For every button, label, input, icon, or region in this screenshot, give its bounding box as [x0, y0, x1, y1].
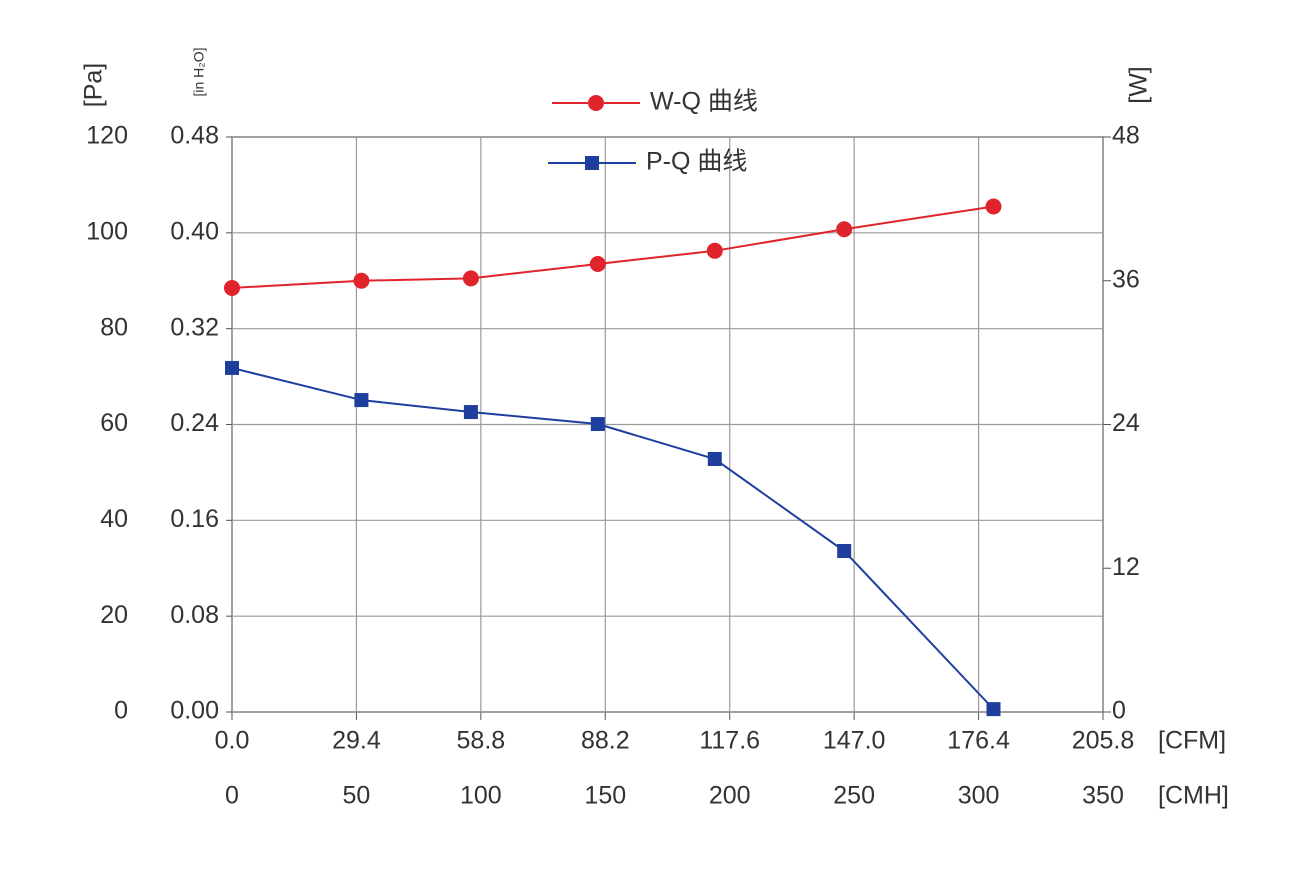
- x-axis-label: [CMH]: [1158, 782, 1229, 810]
- y-tick-label: 120: [86, 122, 128, 150]
- marker: [463, 405, 478, 420]
- y2-tick-label: 48: [1112, 122, 1140, 150]
- y2-tick-label: 0: [1112, 697, 1126, 725]
- x2-tick-label: 29.4: [332, 727, 381, 755]
- x-tick-label: 50: [343, 782, 371, 810]
- x2-axis-label: [CFM]: [1158, 727, 1226, 755]
- marker: [707, 452, 722, 466]
- marker: [224, 279, 240, 296]
- marker: [589, 255, 606, 272]
- y2-axis-label: [W]: [1125, 66, 1153, 104]
- marker: [836, 221, 853, 238]
- y3-tick-label: 0.00: [170, 697, 219, 725]
- series-line: [231, 205, 994, 289]
- y3-tick-label: 0.40: [170, 217, 219, 245]
- y3-tick-label: 0.32: [170, 313, 219, 341]
- legend-marker: [588, 95, 604, 111]
- x-tick-label: 250: [833, 782, 875, 810]
- x2-tick-label: 117.6: [699, 727, 760, 755]
- x2-tick-label: 88.2: [581, 727, 630, 755]
- legend-label: P-Q 曲线: [646, 148, 747, 176]
- x-tick-label: 150: [584, 782, 626, 810]
- y3-tick-label: 0.48: [170, 122, 219, 150]
- marker: [986, 702, 1001, 717]
- marker: [354, 393, 369, 408]
- x2-tick-label: 58.8: [457, 727, 506, 755]
- y2-tick-label: 24: [1112, 409, 1140, 437]
- y-axis-label: [Pa]: [80, 63, 108, 107]
- x2-tick-label: 0.0: [215, 727, 250, 755]
- legend-marker: [585, 156, 599, 170]
- x2-tick-label: 147.0: [823, 727, 886, 755]
- x-tick-label: 0: [225, 782, 239, 810]
- marker: [462, 270, 479, 287]
- y3-tick-label: 0.16: [170, 505, 219, 533]
- y-tick-label: 100: [86, 217, 128, 245]
- marker: [706, 242, 723, 259]
- x-tick-label: 300: [958, 782, 1000, 810]
- y2-tick-label: 12: [1112, 553, 1140, 581]
- x2-tick-label: 205.8: [1072, 727, 1135, 755]
- x-tick-label: 200: [709, 782, 751, 810]
- y-tick-label: 40: [100, 505, 128, 533]
- y-tick-label: 60: [100, 409, 128, 437]
- marker: [837, 544, 852, 558]
- y3-axis-label: [in H₂O]: [191, 48, 207, 97]
- y-tick-label: 0: [114, 697, 128, 725]
- x-tick-label: 350: [1082, 782, 1124, 810]
- y3-tick-label: 0.08: [170, 601, 219, 629]
- marker: [225, 360, 239, 375]
- marker: [590, 417, 605, 432]
- y3-tick-label: 0.24: [170, 409, 219, 437]
- y-tick-label: 20: [100, 601, 128, 629]
- x-tick-label: 100: [460, 782, 502, 810]
- marker: [353, 272, 370, 289]
- y2-tick-label: 36: [1112, 265, 1140, 293]
- x2-tick-label: 176.4: [947, 727, 1010, 755]
- marker: [985, 198, 1002, 215]
- y-tick-label: 80: [100, 313, 128, 341]
- legend-label: W-Q 曲线: [650, 88, 758, 116]
- series-line: [231, 366, 995, 710]
